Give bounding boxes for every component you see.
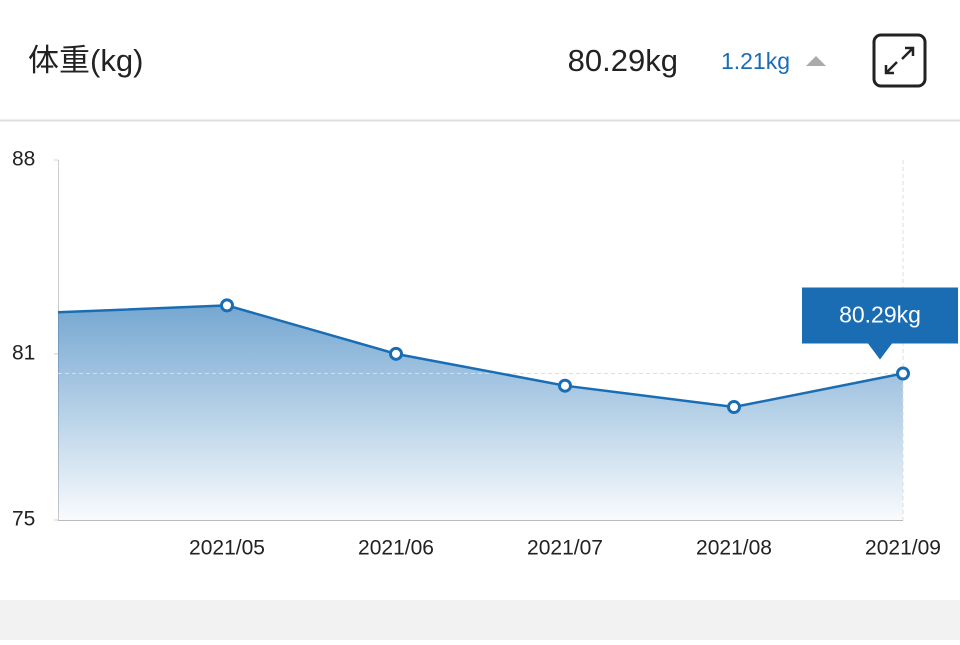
- point: [389, 346, 403, 361]
- point: [220, 298, 234, 313]
- expand-box[interactable]: [872, 33, 927, 88]
- tooltip-label: 80.29kg: [839, 302, 921, 328]
- title: 体重(kg): [28, 43, 143, 78]
- line: [57, 304, 904, 409]
- up-arrow: [806, 56, 826, 66]
- point: [558, 378, 572, 393]
- change-value: 1.21kg: [721, 48, 790, 74]
- expand-button[interactable]: [872, 33, 927, 88]
- x-tick-label: 2021/06: [358, 537, 434, 560]
- expand-icon[interactable]: [884, 46, 915, 75]
- y-tick-label: 75: [12, 508, 35, 531]
- x-tick-label: 2021/05: [189, 537, 265, 560]
- point: [727, 400, 741, 415]
- x-tick-label: 2021/08: [696, 537, 772, 560]
- plot: 75 81 88 2021/05 2021/06 2021/07 2021/08 2021/0…: [12, 148, 958, 560]
- current-value: 80.29kg: [568, 43, 678, 78]
- area: [58, 305, 903, 520]
- tooltip-box: [802, 287, 958, 360]
- y-tick-label: 88: [12, 148, 35, 171]
- header: [0, 0, 960, 120]
- x-tick-label: 2021/09: [865, 537, 941, 560]
- x-tick-label: 2021/07: [527, 537, 603, 560]
- footer-band: [0, 600, 960, 640]
- y-tick-label: 81: [12, 341, 35, 364]
- point: [896, 366, 910, 381]
